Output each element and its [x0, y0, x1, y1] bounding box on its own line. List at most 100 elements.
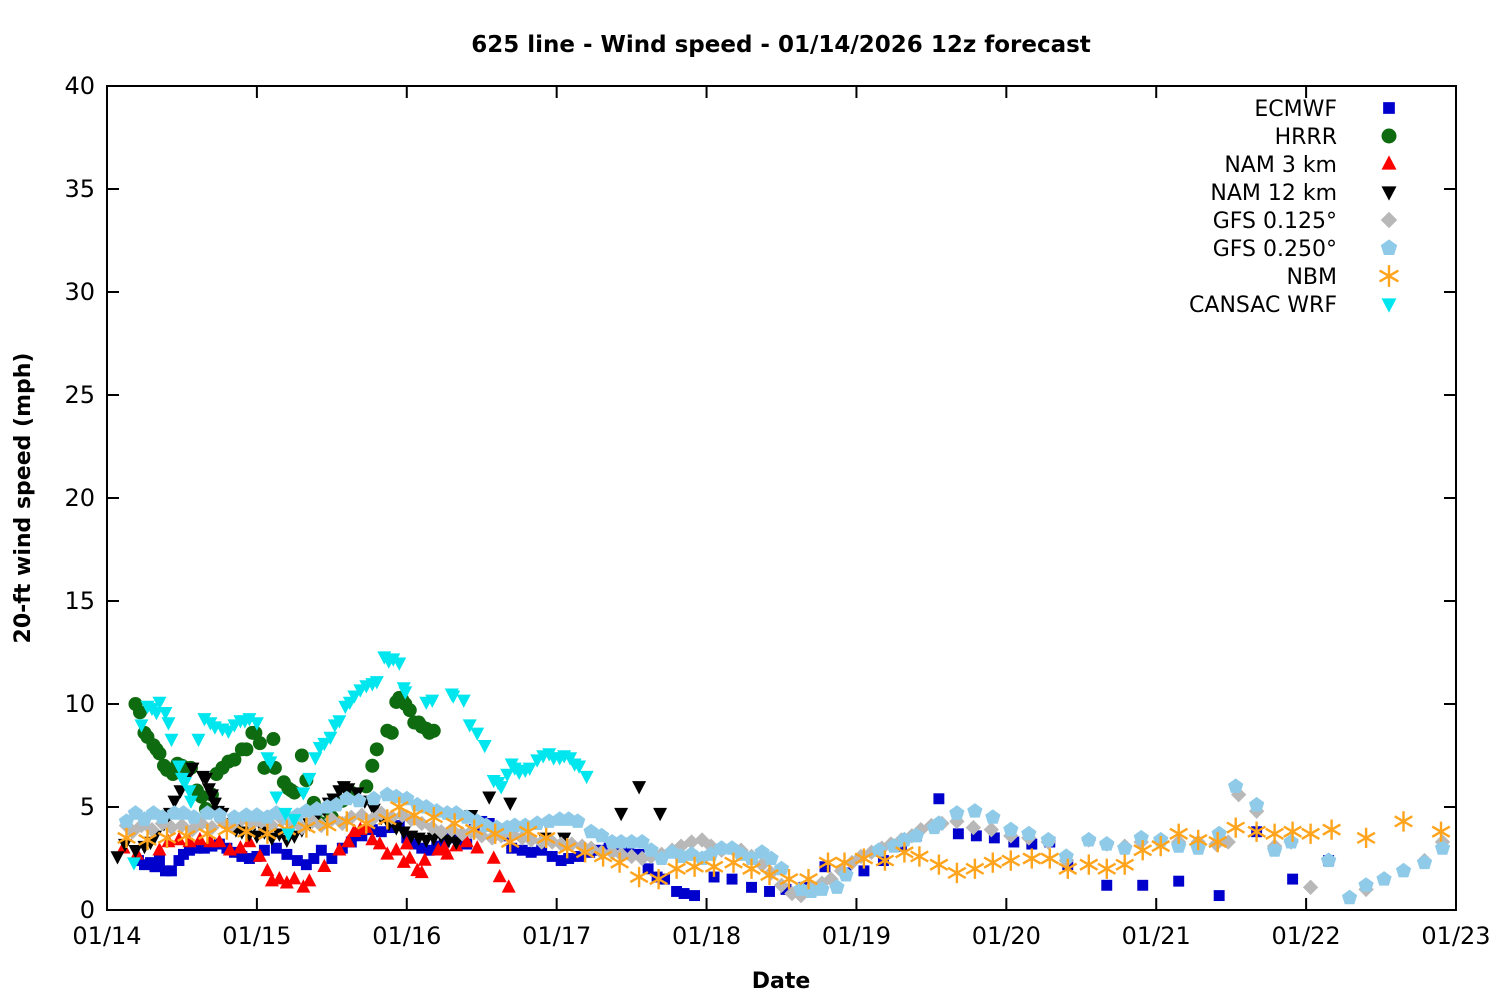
data-point: [398, 686, 413, 700]
data-point: [896, 831, 913, 847]
data-point: [203, 833, 218, 848]
data-point: [425, 694, 440, 708]
data-point: [279, 834, 294, 849]
data-point: [570, 813, 586, 828]
data-point: [337, 811, 357, 832]
data-point: [726, 873, 738, 885]
data-point: [1341, 889, 1358, 905]
data-point: [257, 823, 277, 844]
data-point: [760, 864, 779, 886]
data-point: [226, 809, 243, 824]
data-point: [366, 803, 381, 818]
data-point: [177, 825, 196, 846]
data-point: [402, 703, 417, 718]
series-cansac-wrf: [126, 651, 594, 871]
data-point: [1247, 821, 1267, 842]
data-point: [704, 856, 724, 877]
data-point: [933, 793, 945, 805]
data-point: [557, 832, 572, 846]
data-point: [161, 833, 176, 848]
data-point: [377, 809, 397, 830]
data-point: [478, 817, 494, 833]
data-point: [341, 833, 356, 848]
data-point: [300, 859, 312, 871]
data-point: [1115, 854, 1135, 875]
data-point: [396, 854, 411, 868]
data-point: [159, 865, 171, 877]
y-tick-label: 25: [64, 381, 95, 409]
data-point: [579, 770, 594, 785]
data-point: [217, 819, 237, 840]
data-point: [653, 807, 668, 822]
data-point: [779, 869, 799, 890]
data-point: [546, 850, 558, 862]
data-point: [236, 821, 256, 842]
data-point: [910, 846, 929, 867]
data-point: [152, 746, 167, 761]
data-point: [742, 858, 761, 879]
data-point: [913, 821, 929, 838]
x-tick-label: 01/20: [972, 922, 1041, 950]
data-point: [685, 856, 704, 877]
data-point: [347, 690, 362, 704]
legend-label: NAM 3 km: [1224, 153, 1337, 178]
data-point: [281, 848, 293, 860]
data-point: [149, 706, 164, 721]
data-point: [449, 836, 464, 851]
x-tick-label: 01/17: [522, 922, 591, 950]
data-point: [667, 858, 687, 879]
data-point: [152, 842, 167, 856]
data-point: [440, 846, 455, 860]
data-point: [138, 829, 157, 851]
data-point: [238, 807, 255, 822]
data-point: [624, 834, 640, 849]
data-point: [563, 836, 580, 852]
data-point: [386, 822, 398, 834]
data-point: [165, 865, 177, 877]
data-point: [683, 834, 700, 850]
data-point: [642, 863, 654, 875]
data-point: [694, 832, 710, 848]
data-point: [949, 805, 965, 820]
data-point: [426, 723, 441, 738]
data-point: [500, 831, 520, 853]
data-point: [501, 879, 516, 893]
y-tick-label: 5: [80, 793, 95, 821]
data-point: [366, 790, 382, 806]
data-point: [983, 821, 1000, 838]
data-point: [249, 830, 264, 844]
data-point: [763, 850, 779, 865]
legend-item-cansac-wrf: CANSAC WRF: [1189, 293, 1397, 318]
data-point: [126, 857, 141, 871]
data-point: [414, 815, 430, 832]
data-point: [279, 875, 294, 889]
x-tick-label: 01/22: [1272, 922, 1341, 950]
data-point: [339, 790, 355, 806]
data-point: [249, 807, 265, 822]
y-tick-label: 0: [80, 896, 95, 924]
x-tick-label: 01/19: [822, 922, 891, 950]
data-point: [1133, 829, 1149, 845]
data-point: [1358, 877, 1374, 892]
legend-marker-pentagon-icon: [1380, 239, 1398, 255]
data-point: [854, 848, 874, 869]
data-point: [386, 653, 401, 667]
data-point: [392, 657, 407, 671]
data-point: [614, 807, 629, 822]
data-point: [1097, 858, 1117, 879]
data-point: [464, 819, 484, 840]
data-point: [291, 855, 303, 867]
data-point: [302, 772, 317, 787]
data-point: [967, 803, 983, 818]
data-point: [185, 762, 200, 776]
chart-title: 625 line - Wind speed - 01/14/2026 12z f…: [471, 32, 1091, 58]
data-point: [446, 690, 461, 704]
data-point: [110, 851, 125, 865]
data-point: [643, 842, 659, 857]
data-point: [462, 719, 477, 733]
data-point: [326, 853, 338, 864]
data-point: [258, 844, 270, 856]
data-point: [1283, 821, 1303, 842]
data-point: [492, 868, 507, 883]
data-point: [533, 834, 550, 850]
